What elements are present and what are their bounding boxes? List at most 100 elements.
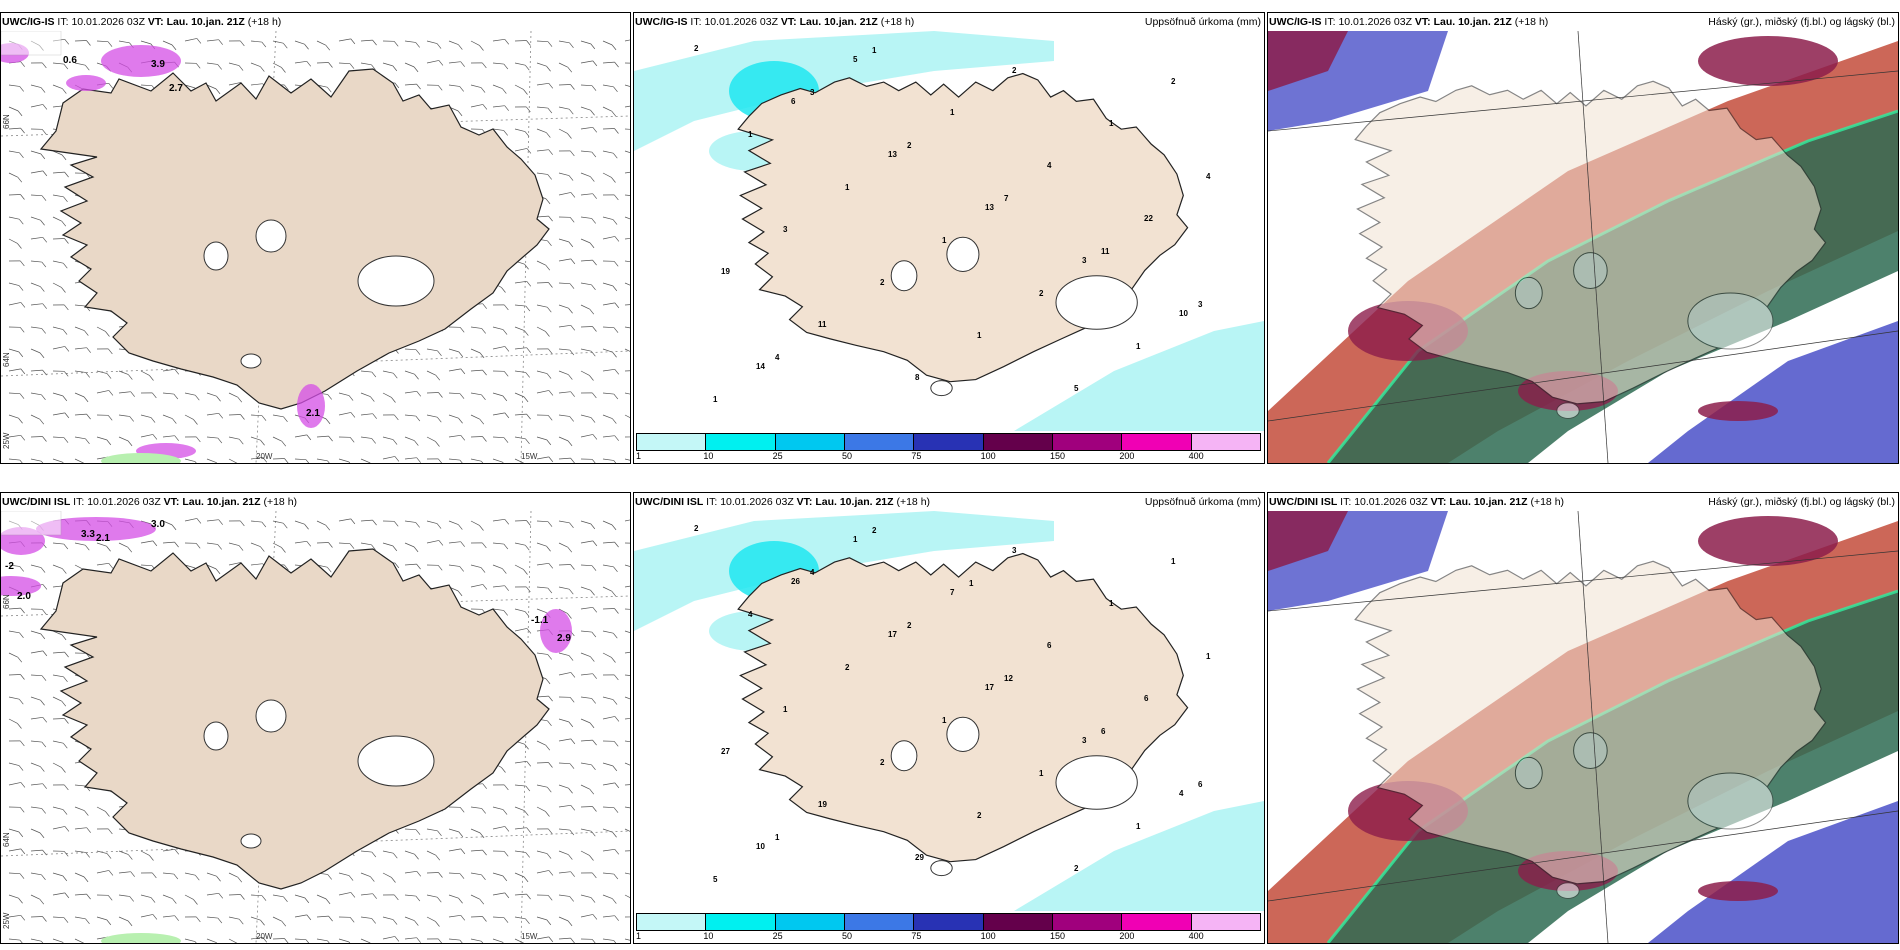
wind-barb [250, 916, 265, 926]
precip-value-label: 2 [694, 524, 699, 533]
wind-barb [426, 916, 440, 927]
barb-shaft [74, 62, 86, 66]
wind-barb [426, 828, 442, 837]
barb-shaft [206, 84, 217, 90]
barb-shaft [74, 806, 85, 811]
colorbar-tick: 1 [636, 931, 642, 941]
wind-barb [470, 104, 488, 110]
wind-barb [52, 892, 70, 899]
wind-barb [536, 784, 552, 793]
barb-flag [40, 153, 46, 160]
barb-shaft [558, 370, 569, 375]
barb-flag [108, 348, 113, 355]
barb-shaft [558, 762, 571, 765]
barb-shaft [8, 282, 20, 286]
barb-shaft [52, 651, 65, 654]
barb-shaft [470, 458, 482, 462]
wind-barb [8, 914, 26, 921]
barb-flag [193, 419, 198, 425]
wind-barb [96, 40, 113, 47]
barb-shaft [624, 458, 630, 461]
glacier-vatnajokull [1687, 292, 1774, 350]
barb-shaft [30, 762, 41, 767]
barb-shaft [602, 435, 615, 438]
precip-value-label: 1 [748, 130, 753, 139]
barb-shaft [52, 762, 62, 768]
precip-map: 2261717341017662719293111222142111542126… [634, 511, 1264, 911]
wind-barb [602, 368, 620, 375]
wind-barb [624, 850, 630, 852]
wind-barb [492, 518, 510, 525]
barb-flag [20, 127, 25, 134]
colorbar-tick: 400 [1188, 451, 1204, 461]
barb-shaft [52, 826, 65, 830]
barb-shaft [206, 39, 219, 42]
barb-flag [548, 149, 553, 155]
cloud-map [1268, 511, 1898, 943]
barb-shaft [404, 542, 415, 548]
barb-shaft [272, 414, 284, 418]
wind-barb [492, 872, 508, 882]
wind-barb [316, 458, 330, 463]
barb-shaft [162, 392, 174, 395]
wind-barb [8, 806, 25, 813]
barb-shaft [558, 40, 570, 44]
precip-value-label: 1 [1171, 557, 1176, 566]
barb-shaft [492, 105, 505, 108]
barb-shaft [602, 716, 615, 720]
wind-barb [96, 348, 113, 355]
barb-shaft [602, 150, 614, 154]
wind-barb [580, 739, 597, 746]
barb-flag [239, 918, 244, 925]
glacier-hofsjokull [890, 740, 918, 772]
barb-flag [42, 717, 48, 723]
wind-barb [558, 62, 573, 73]
barb-flag [545, 264, 551, 271]
barb-flag [86, 413, 91, 420]
cloud-high-ne [1698, 36, 1838, 86]
wind-barb [316, 62, 333, 68]
barb-flag [130, 871, 135, 877]
wind-barb [602, 40, 617, 51]
barb-shaft [250, 40, 262, 43]
barb-shaft [580, 564, 593, 567]
barb-flag [458, 44, 463, 50]
barb-flag [612, 418, 617, 424]
barb-flag [503, 63, 509, 70]
barb-shaft [8, 872, 21, 875]
barb-shaft [426, 370, 436, 376]
wind-barb [558, 304, 573, 314]
wind-barb [536, 260, 551, 271]
barb-flag [217, 544, 222, 550]
gust-label: 2.9 [557, 633, 571, 644]
barb-flag [391, 397, 396, 403]
barb-flag [414, 374, 419, 380]
wind-barb [558, 894, 574, 902]
barb-shaft [448, 520, 459, 525]
wind-barb [536, 414, 553, 421]
wind-barb [184, 392, 200, 401]
barb-flag [591, 939, 596, 943]
wind-barb [536, 916, 552, 926]
wind-barb [514, 628, 532, 634]
barb-flag [64, 784, 69, 791]
barb-flag [152, 872, 157, 879]
graticule-lat [1268, 330, 1898, 422]
wind-barb [162, 435, 179, 441]
barb-flag [371, 544, 376, 551]
barb-shaft [514, 806, 525, 811]
barb-shaft [96, 370, 108, 374]
wind-barb [74, 413, 91, 420]
barb-flag [106, 439, 112, 446]
barb-flag [371, 851, 377, 858]
wind-barb [536, 370, 552, 379]
barb-flag [570, 84, 575, 90]
wind-barb [30, 458, 44, 463]
wind-barb [74, 458, 85, 463]
barb-flag [613, 460, 617, 463]
wind-barb [558, 520, 574, 529]
wind-barb [272, 916, 287, 927]
lon-label-15: 15W [521, 452, 538, 461]
barb-shaft [316, 458, 328, 462]
barb-flag [348, 875, 354, 881]
